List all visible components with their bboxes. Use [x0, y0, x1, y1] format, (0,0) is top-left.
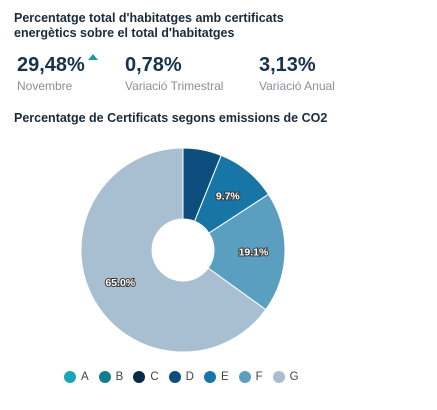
chart-title: Percentatge de Certificats segons emissi… — [14, 111, 328, 125]
kpi-monthly-value: 29,48% — [17, 54, 85, 76]
legend-label: G — [289, 371, 299, 383]
legend-item-F[interactable]: F — [238, 371, 263, 383]
slice-G[interactable] — [80, 147, 267, 353]
legend-swatch — [203, 371, 216, 383]
kpi-quarterly-value: 0,78% — [125, 54, 182, 76]
kpi-annual-label: Variació Anual — [259, 79, 335, 93]
legend-item-C[interactable]: C — [133, 371, 159, 383]
legend-swatch — [98, 371, 111, 383]
legend-swatch — [272, 371, 285, 383]
kpi-quarterly-label: Variació Trimestral — [125, 79, 224, 93]
kpi-monthly: 29,48% Novembre — [17, 53, 98, 93]
chart-legend: A B C D E F G — [64, 371, 309, 383]
legend-item-A[interactable]: A — [64, 371, 89, 383]
data-label-G: 65.0% — [105, 277, 135, 289]
legend-label: B — [115, 371, 124, 383]
kpi-annual: 3,13% Variació Anual — [259, 53, 335, 93]
legend-item-G[interactable]: G — [272, 371, 299, 383]
page-title: Percentatge total d'habitatges amb certi… — [14, 11, 284, 40]
data-label-F: 19.1% — [239, 247, 269, 259]
legend-item-D[interactable]: D — [168, 371, 194, 383]
trend-up-icon — [87, 54, 98, 60]
legend-item-B[interactable]: B — [98, 371, 124, 383]
legend-label: D — [185, 371, 194, 383]
kpi-monthly-label: Novembre — [17, 79, 73, 93]
legend-swatch — [168, 371, 181, 383]
kpi-annual-value: 3,13% — [259, 54, 316, 76]
kpi-quarterly: 0,78% Variació Trimestral — [125, 53, 223, 93]
legend-swatch — [238, 371, 251, 383]
legend-label: E — [220, 371, 229, 383]
slice-F[interactable] — [207, 193, 286, 311]
legend-swatch — [64, 371, 76, 383]
legend-label: C — [150, 371, 159, 383]
legend-label: A — [81, 371, 89, 383]
data-label-E: 9.7% — [216, 191, 241, 203]
legend-label: F — [255, 371, 263, 383]
legend-item-E[interactable]: E — [203, 371, 229, 383]
legend-swatch — [133, 371, 146, 383]
